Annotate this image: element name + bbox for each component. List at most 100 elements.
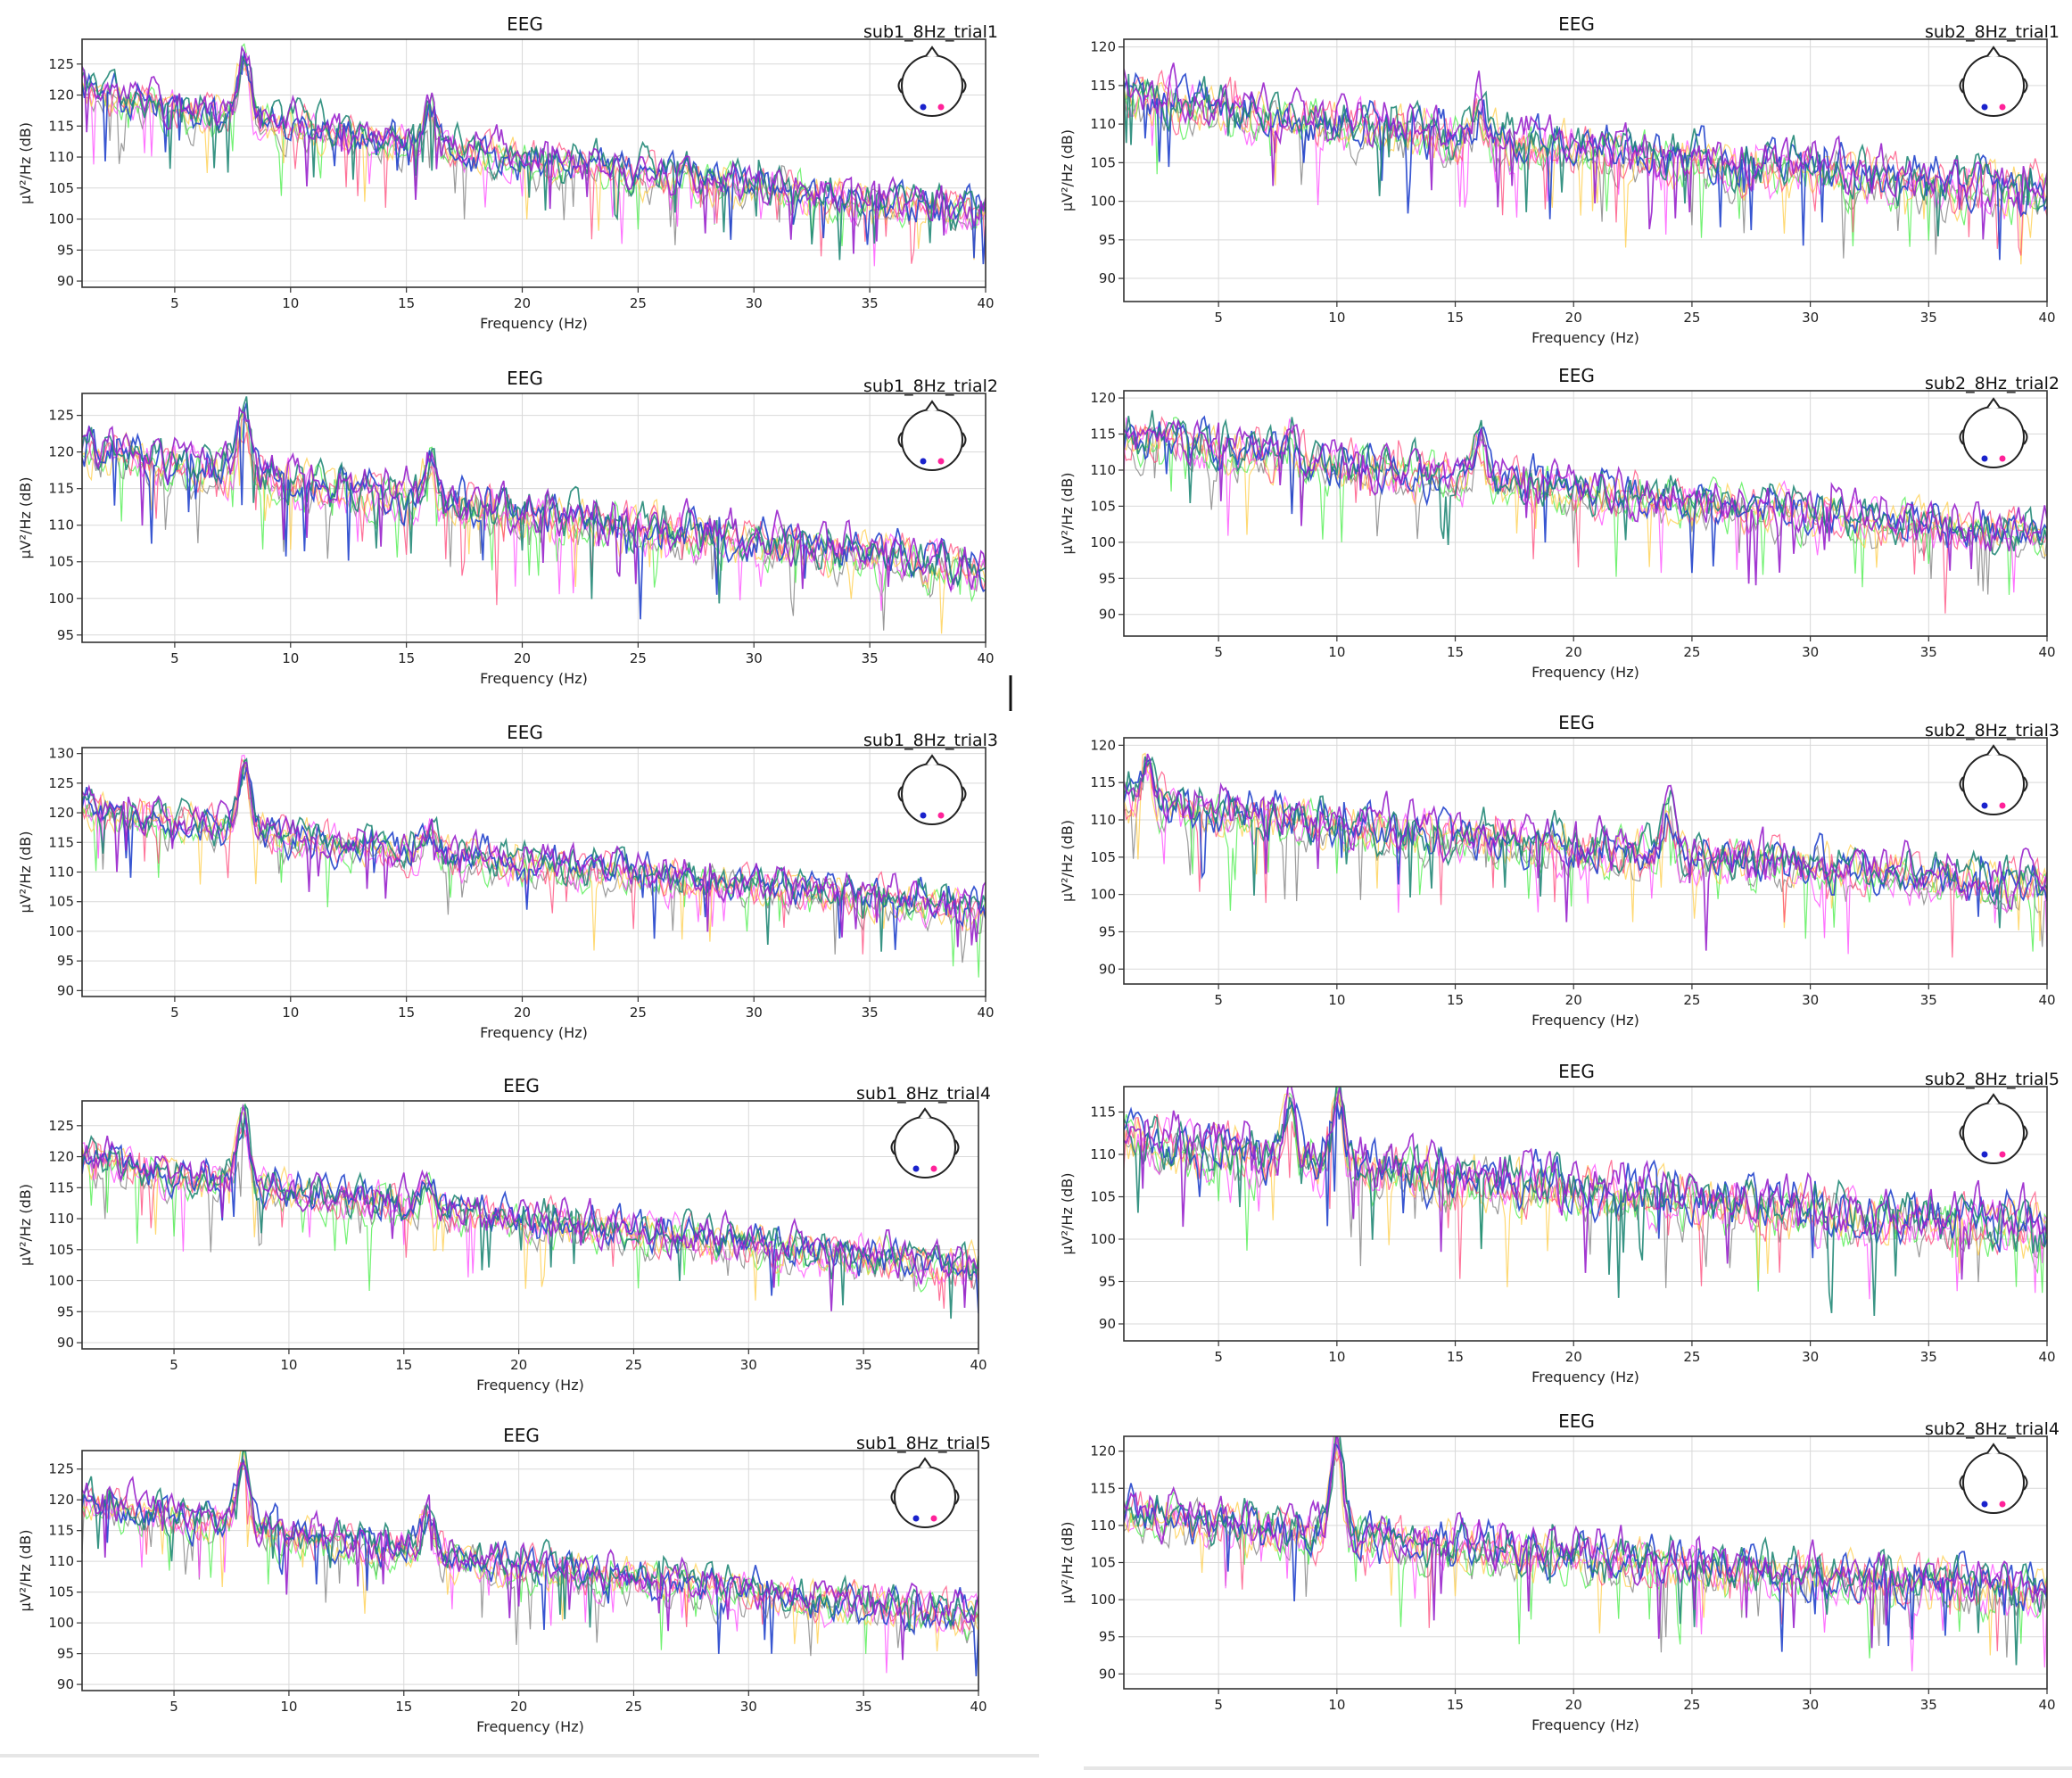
trial-label: sub2_8Hz_trial4: [1925, 1419, 2060, 1439]
series-group: [82, 43, 986, 267]
x-tick-label: 15: [1447, 310, 1464, 326]
y-tick-label: 125: [48, 1118, 74, 1134]
y-tick-label: 105: [1090, 1189, 1116, 1205]
y-tick-label: 100: [48, 923, 74, 939]
panel-title: EEG: [1558, 1061, 1595, 1082]
x-tick-label: 40: [2038, 644, 2055, 660]
x-tick-label: 20: [514, 650, 531, 666]
y-tick-label: 105: [48, 180, 74, 196]
trial-label: sub2_8Hz_trial5: [1925, 1070, 2060, 1089]
series-group: [1124, 409, 2047, 614]
x-axis-label: Frequency (Hz): [1531, 1716, 1639, 1733]
head-sensor-icon: [1959, 744, 2028, 815]
y-tick-label: 120: [1090, 39, 1116, 55]
head-sensor-icon: [897, 45, 967, 117]
x-tick-label: 40: [977, 650, 994, 666]
x-tick-label: 35: [1920, 1697, 1937, 1713]
trial-label: sub1_8Hz_trial5: [856, 1434, 991, 1453]
x-tick-label: 20: [1565, 1349, 1582, 1365]
y-tick-label: 115: [1090, 426, 1116, 442]
x-tick-label: 20: [1565, 644, 1582, 660]
x-tick-label: 35: [862, 1005, 879, 1021]
y-tick-label: 115: [1090, 774, 1116, 790]
x-tick-label: 35: [855, 1699, 872, 1715]
y-tick-label: 100: [48, 1615, 74, 1631]
psd-series-line: [82, 1103, 978, 1311]
x-tick-label: 5: [1214, 1697, 1223, 1713]
y-tick-label: 125: [48, 408, 74, 424]
head-sensor-icon: [1959, 1443, 2028, 1514]
x-tick-label: 40: [970, 1699, 986, 1715]
y-tick-label: 120: [1090, 390, 1116, 406]
y-tick-label: 90: [1099, 961, 1116, 977]
x-tick-label: 10: [1328, 1697, 1345, 1713]
psd-series-line: [82, 1127, 978, 1286]
y-tick-label: 100: [1090, 534, 1116, 550]
x-tick-label: 25: [630, 1005, 647, 1021]
x-axis-label: Frequency (Hz): [480, 1024, 588, 1041]
trial-label: sub1_8Hz_trial1: [863, 22, 998, 42]
y-tick-label: 110: [48, 1211, 74, 1227]
x-tick-label: 5: [1214, 992, 1223, 1008]
x-axis-label: Frequency (Hz): [1531, 1012, 1639, 1029]
x-tick-label: 15: [398, 295, 415, 311]
y-tick-label: 95: [57, 953, 74, 969]
x-tick-label: 25: [630, 295, 647, 311]
y-tick-label: 100: [48, 1273, 74, 1289]
x-axis-label: Frequency (Hz): [1531, 329, 1639, 346]
panel-title: EEG: [503, 1075, 540, 1096]
x-tick-label: 40: [2038, 1697, 2055, 1713]
y-tick-label: 95: [57, 1646, 74, 1662]
series-group: [82, 1451, 978, 1676]
x-tick-label: 5: [1214, 1349, 1223, 1365]
psd-series-line: [82, 62, 986, 260]
x-tick-label: 15: [398, 1005, 415, 1021]
x-tick-label: 5: [170, 295, 179, 311]
x-tick-label: 40: [2038, 992, 2055, 1008]
y-axis-label: µV²/Hz (dB): [17, 831, 34, 913]
y-axis-label: µV²/Hz (dB): [1059, 472, 1076, 554]
y-tick-label: 125: [48, 56, 74, 72]
psd-series-line: [82, 1451, 978, 1632]
psd-series-line: [1124, 71, 2047, 260]
x-tick-label: 40: [2038, 1349, 2055, 1365]
psd-series-line: [82, 1461, 978, 1660]
y-axis-label: µV²/Hz (dB): [17, 1529, 34, 1611]
chart-panel-sub2-trial4: 5 10 15 20 25 30 35 40 90 95 100 105 110 115 120 Freque…: [1059, 1410, 2060, 1733]
series-group: [1124, 752, 2047, 958]
y-tick-label: 120: [48, 805, 74, 821]
y-tick-label: 110: [48, 517, 74, 533]
trial-label: sub1_8Hz_trial4: [856, 1084, 991, 1104]
x-tick-label: 25: [625, 1699, 642, 1715]
axes-frame: [1123, 390, 2048, 637]
chart-panel-sub2-trial2: 5 10 15 20 25 30 35 40 90 95 100 105 110 115 120 Freque…: [1059, 365, 2060, 681]
x-tick-label: 35: [1920, 310, 1937, 326]
y-tick-label: 110: [1090, 1146, 1116, 1162]
x-tick-label: 10: [1328, 644, 1345, 660]
series-group: [1124, 1436, 2047, 1672]
y-tick-label: 105: [48, 1242, 74, 1258]
panel-title: EEG: [1558, 13, 1595, 35]
y-tick-label: 115: [48, 1179, 74, 1195]
x-tick-label: 30: [740, 1699, 757, 1715]
psd-series-line: [1124, 409, 2047, 556]
y-tick-label: 105: [1090, 849, 1116, 865]
x-tick-label: 30: [1802, 1697, 1819, 1713]
x-tick-label: 25: [1683, 310, 1700, 326]
series-group: [1124, 1087, 2047, 1317]
y-tick-label: 95: [57, 242, 74, 258]
x-tick-label: 20: [514, 1005, 531, 1021]
psd-series-line: [1124, 1087, 2047, 1317]
trial-label: sub2_8Hz_trial2: [1925, 374, 2060, 393]
psd-series-line: [1124, 69, 2047, 256]
psd-series-line: [82, 757, 986, 952]
y-axis-label: µV²/Hz (dB): [1059, 820, 1076, 902]
x-tick-label: 30: [1802, 310, 1819, 326]
y-tick-label: 115: [48, 118, 74, 134]
axes-frame: [1123, 1086, 2048, 1342]
series-group: [82, 1103, 978, 1319]
psd-series-line: [1124, 756, 2047, 955]
head-sensor-icon: [890, 1107, 960, 1178]
y-tick-label: 90: [1099, 1666, 1116, 1682]
